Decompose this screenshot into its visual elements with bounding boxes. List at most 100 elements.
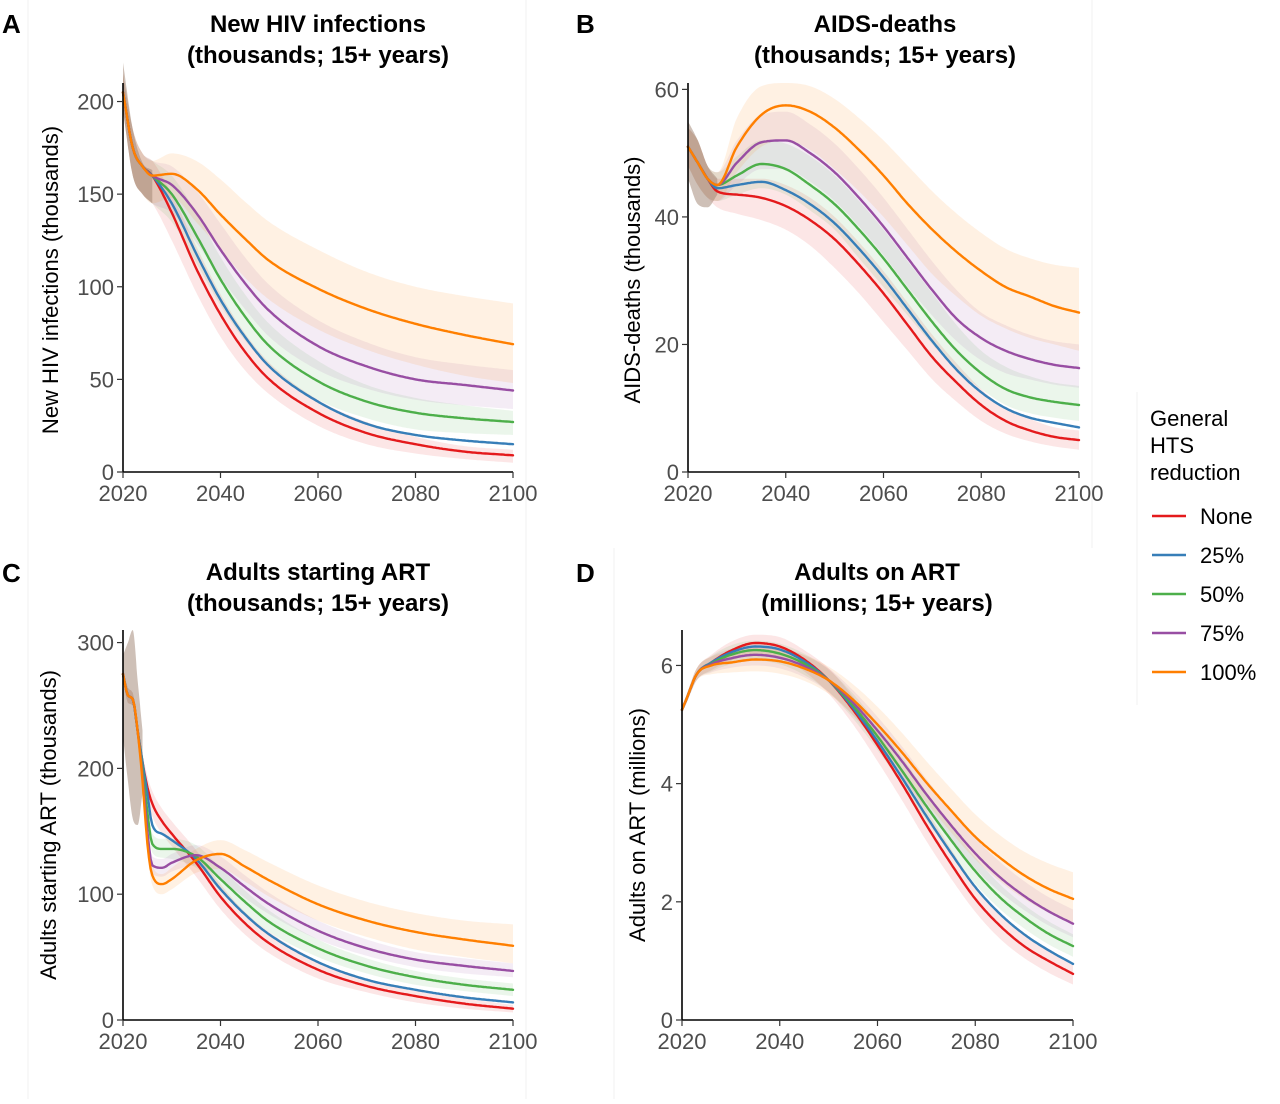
x-tick-label: 2100 (489, 1029, 538, 1054)
x-tick-label: 2060 (294, 481, 343, 506)
x-tick-label: 2020 (664, 481, 713, 506)
historical-band (123, 62, 153, 204)
legend-label-100: 100% (1200, 660, 1256, 685)
y-tick-label: 200 (77, 756, 114, 781)
y-axis-title-d: Adults on ART (millions) (625, 708, 650, 942)
x-tick-label: 2040 (196, 1029, 245, 1054)
legend-label-25: 25% (1200, 543, 1244, 568)
ribbon-none (123, 73, 513, 463)
series-line-50pct (121, 91, 515, 424)
y-tick-label: 20 (655, 332, 679, 357)
panel-a: A New HIV infections (thousands; 15+ yea… (2, 9, 537, 506)
historical-band (123, 630, 143, 825)
legend-label-none: None (1200, 504, 1253, 529)
x-tick-label: 2040 (755, 1029, 804, 1054)
ribbon-75pct (682, 644, 1073, 938)
series-line-none (680, 641, 1075, 976)
series-line-100pct (680, 658, 1075, 901)
series-line-75pct (680, 653, 1075, 925)
ribbon-none (688, 127, 1079, 450)
y-tick-label: 100 (77, 882, 114, 907)
y-tick-label: 4 (661, 772, 673, 797)
x-tick-label: 2020 (99, 481, 148, 506)
series-line-50pct (121, 672, 515, 991)
y-tick-label: 300 (77, 631, 114, 656)
y-tick-label: 2 (661, 890, 673, 915)
legend-title-line3: reduction (1150, 460, 1241, 485)
historical-band (688, 121, 718, 208)
series-line-25pct (686, 145, 1081, 429)
legend-title-line1: General (1150, 406, 1228, 431)
series-line-50pct (680, 648, 1075, 948)
panel-c: C Adults starting ART (thousands; 15+ ye… (2, 558, 537, 1054)
y-tick-label: 0 (667, 460, 679, 485)
legend-entry-25: 25% (1152, 543, 1244, 568)
legend-entry-none: None (1152, 504, 1253, 529)
ribbon-100pct (682, 647, 1073, 923)
panel-title-a-line1: New HIV infections (210, 11, 426, 38)
x-tick-label: 2060 (853, 1029, 902, 1054)
y-tick-label: 200 (77, 90, 114, 115)
panel-title-d-line1: Adults on ART (794, 559, 960, 586)
y-tick-label: 0 (661, 1008, 673, 1033)
series-line-75pct (121, 672, 515, 973)
legend-entry-50: 50% (1152, 582, 1244, 607)
x-tick-label: 2060 (859, 481, 908, 506)
ribbon-100pct (123, 667, 513, 964)
y-axis-title-c: Adults starting ART (thousands) (36, 670, 61, 980)
x-tick-label: 2060 (294, 1029, 343, 1054)
ribbon-100pct (688, 83, 1079, 351)
panel-title-a-line2: (thousands; 15+ years) (187, 42, 449, 69)
x-tick-label: 2040 (196, 481, 245, 506)
legend-title-line2: HTS (1150, 433, 1194, 458)
panel-b: B AIDS-deaths (thousands; 15+ years) AID… (576, 9, 1103, 506)
panel-title-c-line2: (thousands; 15+ years) (187, 590, 449, 617)
ribbon-50pct (123, 73, 513, 435)
series-line-100pct (121, 672, 515, 947)
legend-label-75: 75% (1200, 621, 1244, 646)
panel-letter-d: D (576, 558, 595, 588)
series-line-25pct (680, 645, 1075, 966)
ribbon-50pct (688, 127, 1079, 421)
legend: General HTS reduction None 25% 50% 75% 1… (1150, 406, 1256, 685)
panel-title-b-line1: AIDS-deaths (814, 11, 957, 38)
ribbon-100pct (123, 73, 513, 384)
series-line-75pct (121, 91, 515, 392)
x-tick-label: 2080 (957, 481, 1006, 506)
y-tick-label: 0 (102, 460, 114, 485)
y-tick-label: 100 (77, 275, 114, 300)
y-axis-title-a: New HIV infections (thousands) (38, 126, 63, 434)
legend-entry-75: 75% (1152, 621, 1244, 646)
series-line-50pct (686, 145, 1081, 407)
x-tick-label: 2080 (391, 1029, 440, 1054)
ribbon-75pct (688, 111, 1079, 388)
x-tick-label: 2080 (391, 481, 440, 506)
plot-area-d: 0 2 4 6 2020 2040 2060 2080 2100 (658, 630, 1098, 1054)
series-line-none (121, 91, 515, 457)
x-tick-label: 2100 (1049, 1029, 1098, 1054)
y-tick-label: 0 (102, 1008, 114, 1033)
plot-area-c: 0 100 200 300 2020 2040 2060 2080 2100 (77, 630, 537, 1054)
x-tick-label: 2080 (951, 1029, 1000, 1054)
x-tick-label: 2100 (489, 481, 538, 506)
series-line-100pct (121, 91, 515, 346)
y-tick-label: 40 (655, 205, 679, 230)
y-tick-label: 50 (90, 367, 114, 392)
panel-title-d-line2: (millions; 15+ years) (761, 590, 992, 617)
series-line-100pct (686, 104, 1081, 314)
series-line-75pct (686, 139, 1081, 370)
panel-d: D Adults on ART (millions; 15+ years) Ad… (576, 558, 1097, 1054)
y-tick-label: 60 (655, 77, 679, 102)
series-line-25pct (121, 91, 515, 446)
panel-title-b-line2: (thousands; 15+ years) (754, 42, 1016, 69)
plot-area-a: 0 50 100 150 200 2020 2040 2060 2080 2100 (77, 62, 538, 506)
ribbon-none (682, 634, 1073, 985)
panel-letter-c: C (2, 558, 21, 588)
x-tick-label: 2040 (761, 481, 810, 506)
y-tick-label: 6 (661, 653, 673, 678)
x-tick-label: 2100 (1055, 481, 1104, 506)
ribbon-50pct (682, 640, 1073, 957)
y-tick-label: 150 (77, 182, 114, 207)
legend-entry-100: 100% (1152, 660, 1256, 685)
